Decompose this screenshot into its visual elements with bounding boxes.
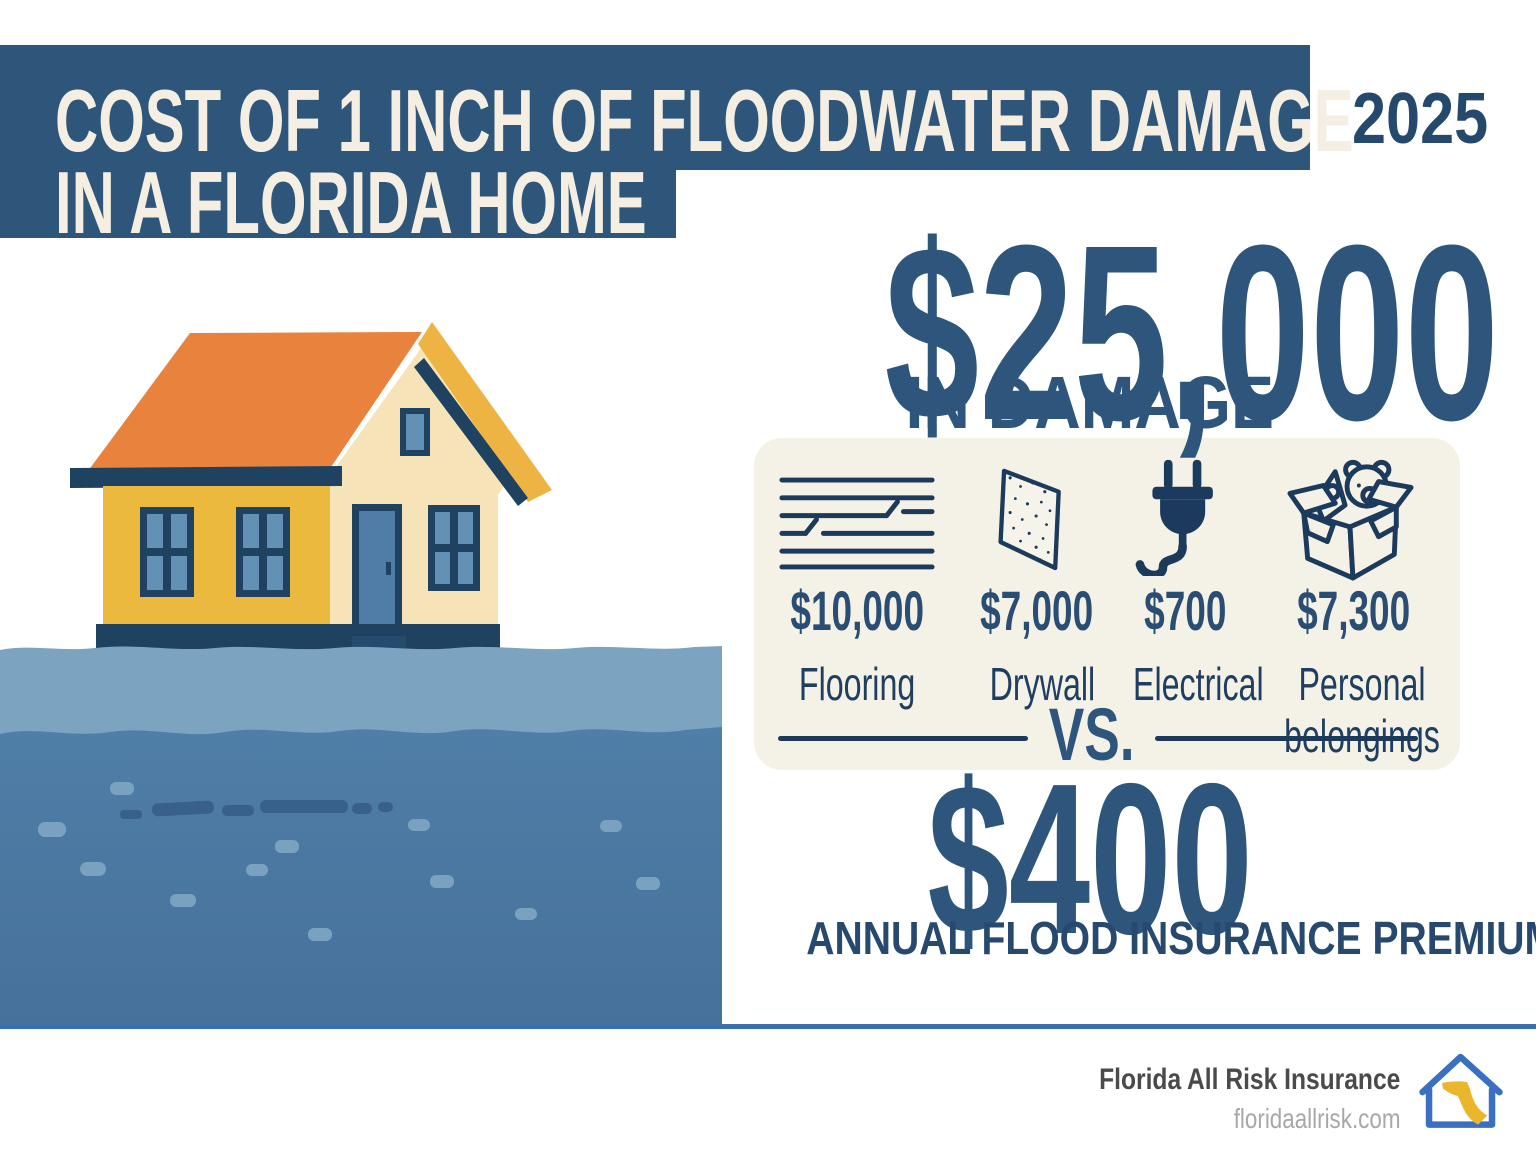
vs-divider-line-left [778, 736, 1028, 741]
electrical-plug-icon [1133, 458, 1239, 581]
house-front-wall [103, 486, 330, 630]
header-banner [0, 45, 1310, 170]
floodwater-body [0, 727, 722, 1024]
footer-divider [0, 1024, 1536, 1029]
page-title-line2: IN A FLORIDA HOME [55, 153, 647, 252]
florida-house-logo-icon [1419, 1053, 1503, 1128]
damage-amount: $25,000 [884, 193, 1500, 472]
breakdown-label: Personal belongings [1284, 658, 1440, 762]
house-door [352, 504, 402, 632]
water-speckles [38, 782, 660, 941]
belongings-box-icon [1286, 448, 1414, 591]
breakdown-value: $7,000 [980, 579, 1094, 642]
house-eave-trim [70, 466, 342, 488]
breakdown-label: Electrical [1132, 658, 1264, 710]
house-window [236, 507, 290, 597]
vs-label: VS. [1049, 693, 1135, 776]
floating-debris [120, 800, 393, 819]
house-roof [85, 332, 422, 475]
breakdown-label: Flooring [798, 658, 916, 710]
house-right-roof-edge [418, 322, 552, 502]
house-window [140, 507, 194, 597]
page-title-line1: COST OF 1 INCH OF FLOODWATER DAMAGE [55, 71, 1354, 170]
flooded-house-illustration [0, 322, 722, 1024]
vs-divider-line-right [1155, 736, 1418, 741]
header-banner-second-line [0, 170, 676, 238]
year-label: 2025 [1352, 79, 1489, 159]
breakdown-value: $7,300 [1297, 579, 1411, 642]
house-roof-trim [414, 358, 528, 506]
drywall-icon [998, 455, 1076, 582]
footer-website: floridaallrisk.com [1233, 1103, 1400, 1134]
damage-caption: IN DAMAGE [905, 361, 1275, 444]
flooring-icon [778, 476, 936, 575]
footer-company-name: Florida All Risk Insurance [1098, 1063, 1400, 1096]
breakdown-value: $700 [1143, 579, 1227, 642]
breakdown-label: Drywall [989, 658, 1095, 710]
premium-caption: ANNUAL FLOOD INSURANCE PREMIUM [806, 912, 1536, 964]
house-window [428, 505, 480, 591]
premium-amount: $400 [927, 738, 1253, 979]
breakdown-value: $10,000 [790, 579, 925, 642]
